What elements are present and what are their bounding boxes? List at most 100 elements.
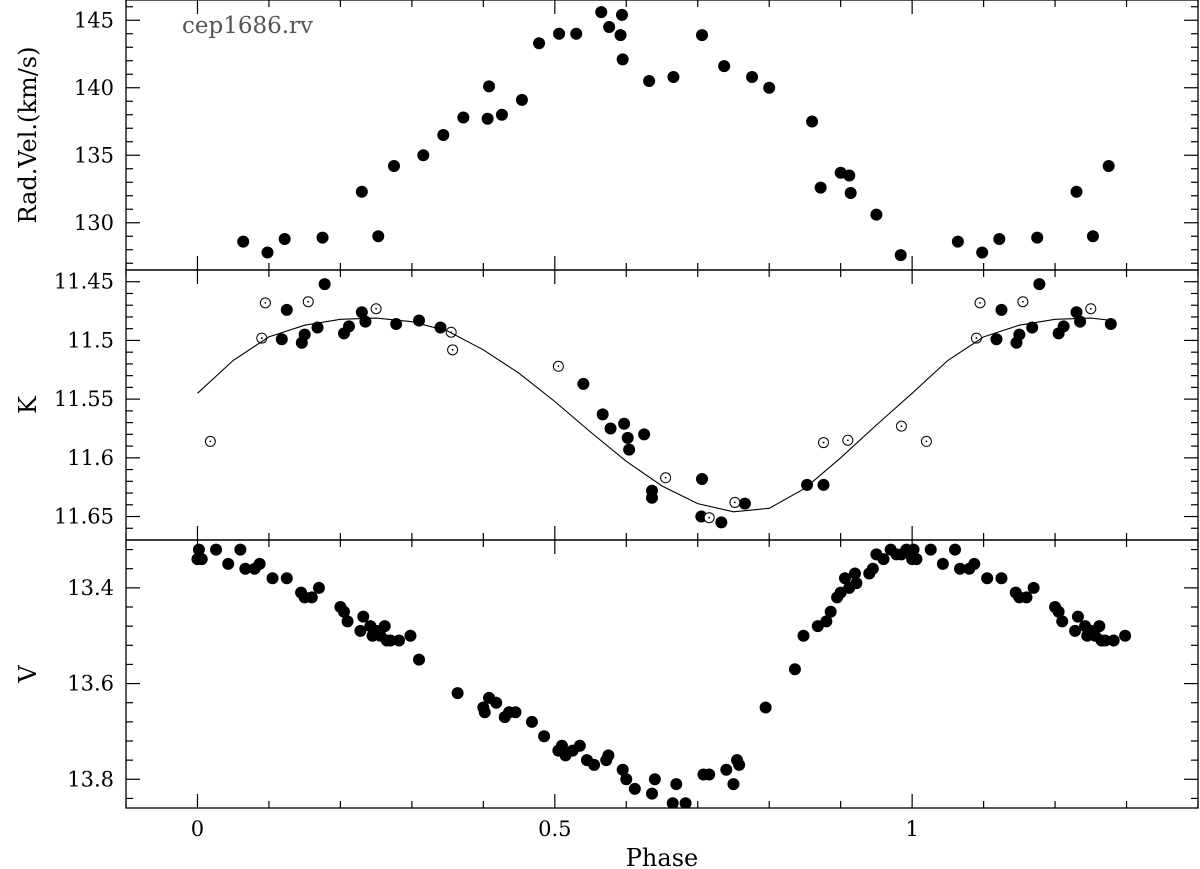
filled-data-point [615, 8, 628, 21]
filled-data-point [968, 557, 981, 570]
filled-data-point [894, 249, 907, 262]
filled-data-point [577, 377, 590, 390]
open-data-point-center [451, 348, 454, 351]
filled-data-point [355, 306, 368, 319]
filled-data-point [696, 29, 709, 42]
filled-data-point [727, 778, 740, 791]
top-frame [125, 0, 1199, 271]
filled-data-point [820, 615, 833, 628]
filled-data-point [603, 21, 616, 33]
y-tick-label: 140 [74, 76, 114, 100]
filled-data-point [936, 557, 949, 570]
filled-data-point [990, 333, 1003, 346]
filled-data-point [645, 491, 658, 504]
filled-data-point [555, 739, 568, 752]
filled-data-point [1119, 629, 1132, 642]
filled-data-point [434, 321, 447, 334]
x-axis-title: Phase [626, 844, 698, 869]
filled-data-point [573, 739, 586, 752]
filled-data-point [954, 562, 967, 575]
filled-data-point [720, 763, 733, 776]
open-data-point-center [260, 337, 263, 339]
y-tick-label: 13.6 [67, 672, 114, 696]
filled-data-point [797, 629, 810, 642]
filled-data-point [261, 246, 274, 259]
filled-data-point [195, 553, 208, 566]
x-tick-label: 0.5 [538, 817, 571, 841]
filled-data-point [275, 333, 288, 346]
filled-data-point [618, 417, 631, 430]
filled-data-point [907, 543, 920, 556]
y-tick-label: 135 [74, 143, 114, 167]
filled-data-point [1086, 230, 1099, 243]
open-data-point-center [975, 337, 978, 339]
x-tick-label: 1 [905, 817, 918, 841]
filled-data-point [628, 782, 641, 795]
filled-data-point [483, 80, 496, 93]
filled-data-point [237, 235, 250, 248]
open-data-point-center [925, 440, 928, 443]
y-tick-label: 11.55 [54, 387, 114, 411]
filled-data-point [621, 431, 634, 444]
filled-data-point [596, 408, 609, 421]
y-tick-label: 11.6 [67, 446, 114, 470]
filled-data-point [993, 232, 1006, 245]
filled-data-point [1052, 605, 1065, 618]
filled-data-point [490, 696, 503, 709]
filled-data-point [280, 572, 293, 585]
model-curve [197, 317, 1113, 513]
y-tick-label: 130 [74, 211, 114, 235]
top-panel: 130 135 140 145 Rad.Vel.(km/s) cep1686.rv [14, 0, 1199, 271]
filled-data-point [759, 701, 772, 714]
filled-data-point [843, 169, 856, 182]
filled-data-point [1013, 328, 1026, 341]
y-tick-label: 11.45 [54, 270, 114, 294]
filled-data-point [357, 610, 370, 623]
filled-data-point [355, 185, 368, 198]
filled-data-point [838, 572, 851, 585]
filled-data-point [570, 27, 583, 40]
top-y-axis-title: Rad.Vel.(km/s) [14, 47, 42, 224]
filled-data-point [192, 543, 205, 556]
y-tick-label: 13.8 [67, 767, 114, 791]
middle-panel: 11.45 11.5 11.55 11.6 11.65 K [14, 269, 1199, 541]
filled-data-point [404, 629, 417, 642]
filled-data-point [738, 497, 751, 510]
filled-data-point [746, 70, 759, 83]
filled-data-point [390, 318, 403, 330]
bottom-y-axis-title: V [14, 665, 42, 684]
filled-data-point [733, 758, 746, 771]
filled-data-point [1031, 231, 1044, 244]
filled-data-point [814, 181, 827, 194]
open-data-point-center [264, 301, 267, 304]
filled-data-point [679, 797, 692, 808]
filled-data-point [1056, 615, 1069, 628]
middle-y-axis-title: K [14, 395, 42, 414]
filled-data-point [715, 516, 728, 529]
filled-data-point [850, 577, 863, 590]
open-data-point-center [209, 440, 212, 443]
filled-data-point [495, 108, 508, 121]
filled-data-point [643, 75, 656, 87]
filled-data-point [372, 230, 385, 243]
open-data-point-center [375, 307, 378, 310]
filled-data-point [525, 715, 538, 728]
filled-data-point [239, 562, 252, 575]
filled-data-point [481, 112, 494, 125]
filled-data-point [1107, 634, 1120, 647]
filled-data-point [359, 315, 372, 328]
filled-data-point [341, 615, 354, 628]
filled-data-point [595, 6, 608, 19]
filled-data-point [924, 543, 937, 556]
filled-data-point [648, 773, 661, 786]
filled-data-point [413, 653, 426, 666]
filled-data-point [670, 778, 683, 791]
filled-data-point [1070, 185, 1083, 198]
filled-data-point [788, 663, 801, 676]
open-data-point-center [900, 425, 903, 428]
filled-data-point [1104, 318, 1117, 330]
filled-data-point [801, 478, 814, 491]
y-tick-label: 11.5 [67, 328, 114, 352]
filled-data-point [337, 605, 350, 618]
filled-data-point [393, 634, 406, 647]
